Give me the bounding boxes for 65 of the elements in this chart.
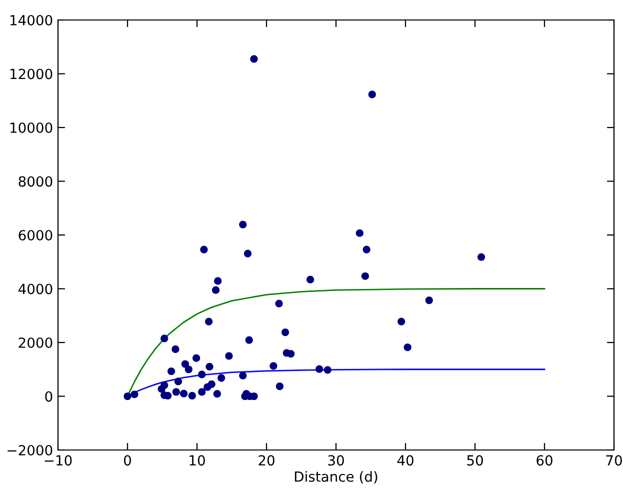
point [275, 300, 283, 308]
x-tick-label: 20 [258, 455, 274, 466]
x-tick-label: 50 [467, 455, 483, 466]
y-tick-label: 12000 [10, 68, 52, 80]
point [270, 362, 278, 370]
point [250, 55, 258, 63]
point [200, 246, 208, 254]
point [130, 390, 138, 398]
point [198, 370, 206, 378]
point [213, 390, 221, 398]
x-tick-label: 40 [397, 455, 414, 466]
x-axis-title: Distance (d) [294, 471, 378, 484]
point [205, 318, 213, 326]
x-tick-label: 30 [328, 455, 344, 466]
point [276, 382, 284, 390]
point [218, 374, 226, 382]
point [239, 220, 247, 228]
point [356, 229, 364, 237]
x-tick-label: 10 [190, 455, 205, 466]
y-tick-label: 10000 [10, 122, 52, 133]
point [160, 334, 168, 342]
point [361, 272, 369, 280]
point [362, 246, 370, 254]
y-tick-label: 8000 [18, 176, 52, 187]
point [184, 366, 192, 374]
point [167, 367, 176, 376]
point [192, 354, 200, 362]
point [244, 250, 252, 258]
y-tick-label: 2000 [18, 337, 52, 348]
y-tick-label: 0 [45, 391, 52, 402]
point [477, 253, 486, 261]
point [398, 318, 406, 326]
point [164, 392, 172, 400]
x-tick-label: 0 [124, 455, 131, 466]
point [206, 362, 214, 370]
point [160, 381, 168, 390]
point [425, 296, 433, 304]
y-tick-label: 6000 [18, 230, 52, 240]
point [188, 392, 196, 400]
x-tick-label: 60 [536, 455, 552, 466]
point [124, 392, 132, 400]
point [214, 277, 222, 285]
point [172, 388, 180, 396]
x-tick-label: −10 [44, 455, 72, 466]
point [287, 350, 295, 358]
point [172, 345, 180, 354]
point [368, 90, 376, 98]
point [306, 276, 314, 284]
point [404, 344, 412, 352]
point [225, 352, 233, 360]
y-tick-label: 4000 [18, 284, 52, 294]
y-tick-label: 14000 [10, 14, 52, 26]
point [324, 366, 332, 374]
point [316, 365, 324, 373]
point [212, 286, 220, 294]
y-tick-label: −2000 [8, 444, 52, 456]
point [180, 390, 188, 398]
x-tick-label: 70 [606, 455, 622, 466]
point [239, 372, 247, 380]
point [198, 388, 206, 396]
point [208, 380, 216, 388]
point [245, 336, 253, 344]
point [281, 328, 290, 336]
point [181, 360, 189, 368]
point [174, 378, 182, 386]
